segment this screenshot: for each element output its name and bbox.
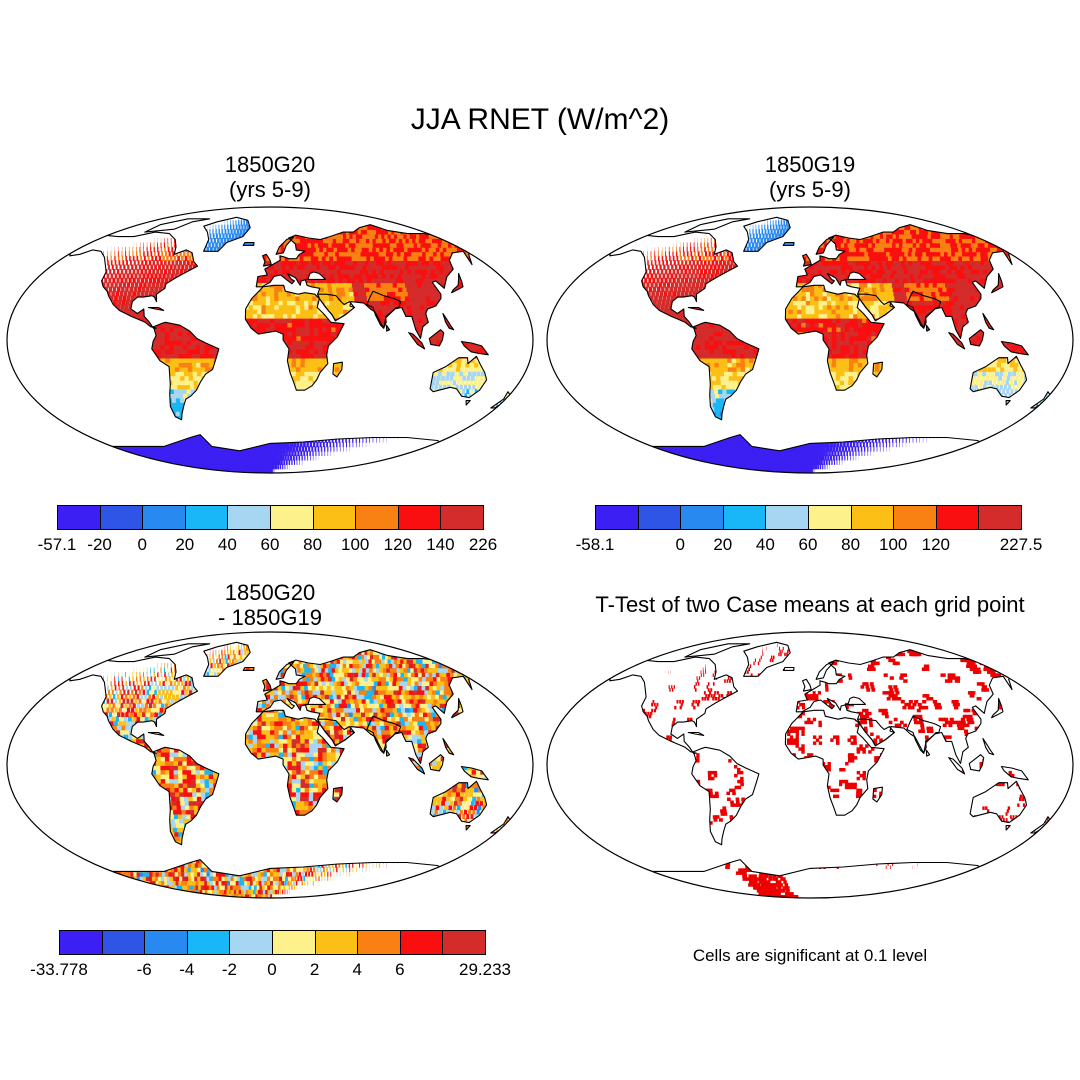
colorbar-swatch <box>142 505 186 530</box>
colorbar-swatch <box>101 930 146 955</box>
panel-diff-title-line2: - 1850G19 <box>170 605 370 630</box>
map-border <box>6 631 534 899</box>
colorbar-tick-label: 226 <box>469 535 497 555</box>
colorbar-tick-label: 0 <box>137 535 146 555</box>
colorbar-tick-label: 80 <box>303 535 322 555</box>
colorbar-swatch <box>270 505 314 530</box>
colorbar-swatch <box>272 930 316 955</box>
colorbar-swatch <box>229 930 273 955</box>
map-case1 <box>6 206 534 474</box>
colorbar-tick-label: -33.778 <box>30 960 88 980</box>
colorbar-tick-label: 80 <box>841 535 860 555</box>
colorbar-swatch <box>595 505 639 530</box>
panel-case1-title-line1: 1850G20 <box>170 152 370 177</box>
colorbar-tick-label: -57.1 <box>38 535 77 555</box>
panel-ttest-title: T-Test of two Case means at each grid po… <box>545 592 1075 617</box>
colorbar-tick-label: 60 <box>799 535 818 555</box>
ttest-note: Cells are significant at 0.1 level <box>545 946 1075 966</box>
colorbar-swatch <box>680 505 724 530</box>
colorbar-swatch <box>227 505 271 530</box>
colorbar-tick-label: 60 <box>261 535 280 555</box>
colorbar-tick-label: 100 <box>879 535 907 555</box>
colorbar-swatch <box>935 505 980 530</box>
panel-case1-title: 1850G20 (yrs 5-9) <box>170 152 370 202</box>
colorbar-swatch <box>314 930 359 955</box>
colorbar-swatch <box>850 505 895 530</box>
map-border <box>6 206 534 474</box>
colorbar-tick-label: 120 <box>384 535 412 555</box>
panel-case2-title: 1850G19 (yrs 5-9) <box>710 152 910 202</box>
colorbar-swatch <box>186 930 231 955</box>
colorbar-swatch <box>722 505 767 530</box>
colorbar-swatch <box>397 505 442 530</box>
panel-diff-title: 1850G20 - 1850G19 <box>170 580 370 630</box>
colorbar-swatch <box>59 930 103 955</box>
map-case2 <box>546 206 1074 474</box>
coastlines <box>64 641 512 898</box>
figure-title: JJA RNET (W/m^2) <box>0 103 1080 137</box>
colorbar-tick-label: -2 <box>222 960 237 980</box>
colorbar-diff: -33.778 -6 -4 -2 0 2 4 6 29.233 <box>30 930 511 985</box>
map-border <box>546 206 1074 474</box>
colorbar-swatch <box>440 505 484 530</box>
colorbar-swatch <box>808 505 852 530</box>
coastlines <box>604 216 1052 473</box>
colorbar-tick-label: 29.233 <box>459 960 511 980</box>
coastlines <box>604 641 1052 898</box>
colorbar-tick-label: 20 <box>175 535 194 555</box>
colorbar-tick-label: -58.1 <box>576 535 615 555</box>
colorbar-case2: -58.1 0 20 40 60 80 100 120 227.5 <box>576 505 1042 560</box>
colorbar-tick-label: 20 <box>713 535 732 555</box>
colorbar-swatch <box>355 505 399 530</box>
colorbar-swatch <box>144 930 188 955</box>
panel-case2-title-line1: 1850G19 <box>710 152 910 177</box>
colorbar-tick-label: 120 <box>922 535 950 555</box>
colorbar-tick-label: 0 <box>675 535 684 555</box>
colorbar-tick-label: 227.5 <box>1000 535 1043 555</box>
colorbar-tick-label: 0 <box>267 960 276 980</box>
panel-case2-title-line2: (yrs 5-9) <box>710 177 910 202</box>
panel-diff-title-line1: 1850G20 <box>170 580 370 605</box>
map-diff <box>6 631 534 899</box>
colorbar-swatch <box>99 505 144 530</box>
colorbar-tick-label: 4 <box>352 960 361 980</box>
map-border <box>546 631 1074 899</box>
colorbar-tick-label: -6 <box>137 960 152 980</box>
colorbar-swatch <box>57 505 101 530</box>
panel-case1-title-line2: (yrs 5-9) <box>170 177 370 202</box>
map-ttest <box>546 631 1074 899</box>
colorbar-case1: -57.1 -20 0 20 40 60 80 100 120 140 226 <box>38 505 497 560</box>
colorbar-tick-label: -20 <box>87 535 112 555</box>
colorbar-tick-label: 140 <box>426 535 454 555</box>
map-ocean <box>547 632 1073 898</box>
colorbar-swatch <box>893 505 937 530</box>
colorbar-tick-label: 6 <box>395 960 404 980</box>
colorbar-swatch <box>442 930 486 955</box>
colorbar-tick-label: 2 <box>310 960 319 980</box>
colorbar-tick-label: -4 <box>179 960 194 980</box>
colorbar-swatch <box>765 505 809 530</box>
colorbar-tick-label: 40 <box>218 535 237 555</box>
colorbar-tick-label: 100 <box>341 535 369 555</box>
colorbar-swatch <box>312 505 357 530</box>
colorbar-swatch <box>637 505 682 530</box>
colorbar-swatch <box>184 505 229 530</box>
colorbar-swatch <box>357 930 401 955</box>
colorbar-tick-label: 40 <box>756 535 775 555</box>
colorbar-swatch <box>978 505 1022 530</box>
colorbar-swatch <box>399 930 444 955</box>
